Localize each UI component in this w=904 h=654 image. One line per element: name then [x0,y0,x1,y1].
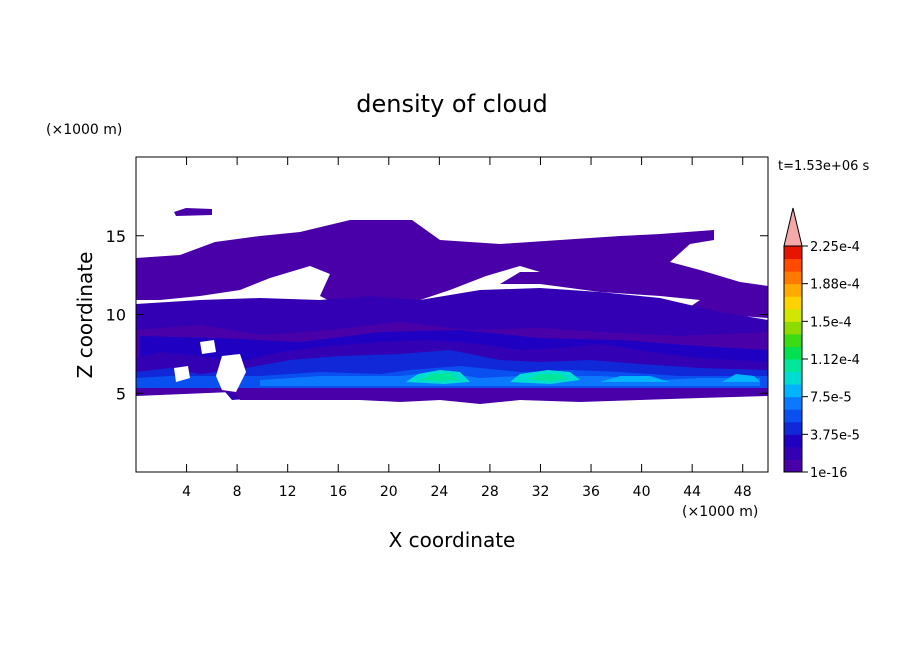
y-tick-label: 5 [116,384,126,403]
x-tick-label: 32 [532,484,550,500]
colorbar-swatch [784,371,802,385]
x-tick-label: 24 [430,484,448,500]
colorbar-swatch [784,421,802,435]
y-tick-label: 15 [106,227,126,246]
max-core-40km [600,376,670,382]
colorbar-swatch [784,359,802,373]
x-tick-label: 8 [233,484,242,500]
x-tick-label: 20 [380,484,398,500]
colorbar-swatch [784,296,802,310]
time-label: t=1.53e+06 s [778,159,870,174]
clear-gap [216,354,246,392]
x-unit-label: (×1000 m) [682,504,758,520]
colorbar-label: 1.88e-4 [810,278,860,293]
y-unit-label: (×1000 m) [46,122,122,138]
max-core-24km-inner [420,373,460,381]
core-band-light [260,372,760,386]
colorbar-label: 3.75e-5 [810,428,860,443]
upper-cloud-deck [136,220,768,322]
y-axis: 5 10 15 [106,227,768,403]
colorbar-label: 7.5e-5 [810,391,852,406]
x-tick-label: 44 [683,484,701,500]
cloud-field [136,208,768,404]
y-tick-label: 10 [106,306,126,325]
x-tick-label: 12 [279,484,297,500]
core-band-base [136,388,768,404]
colorbar: 1e-16 3.75e-5 7.5e-5 1.12e-4 1.5e-4 1.88e-4 2.… [783,207,860,481]
max-core-46km [722,374,760,382]
colorbar-swatch [784,384,802,398]
colorbar-swatch [784,283,802,297]
x-tick-label: 4 [182,484,191,500]
upper-cloud-small [174,208,212,216]
y-axis-title: Z coordinate [73,252,97,379]
x-axis-title: X coordinate [389,528,516,552]
colorbar-label: 1e-16 [810,466,848,481]
colorbar-swatch [784,258,802,272]
x-tick-label: 16 [329,484,347,500]
colorbar-swatch [784,308,802,322]
colorbar-swatch [784,409,802,423]
clear-gap [200,340,216,354]
colorbar-swatch [784,434,802,448]
max-core-33km-inner [528,374,568,381]
colorbar-swatch [784,396,802,410]
clear-gap [174,366,190,382]
colorbar-swatch [784,446,802,460]
x-tick-label: 28 [481,484,499,500]
x-tick-label: 36 [582,484,600,500]
x-tick-label: 40 [633,484,651,500]
chart-title: density of cloud [356,90,547,118]
colorbar-swatch [784,271,802,285]
colorbar-label: 1.12e-4 [810,353,860,368]
x-axis: 4 8 12 16 20 24 28 32 36 40 44 48 [182,157,752,500]
x-tick-label: 48 [734,484,752,500]
colorbar-extend-arrow [783,207,803,247]
colorbar-swatch [784,246,802,260]
colorbar-swatch [784,321,802,335]
colorbar-swatch [784,459,802,473]
colorbar-label: 1.5e-4 [810,315,852,330]
colorbar-swatch [784,333,802,347]
colorbar-swatch [784,346,802,360]
colorbar-label: 2.25e-4 [810,240,860,255]
